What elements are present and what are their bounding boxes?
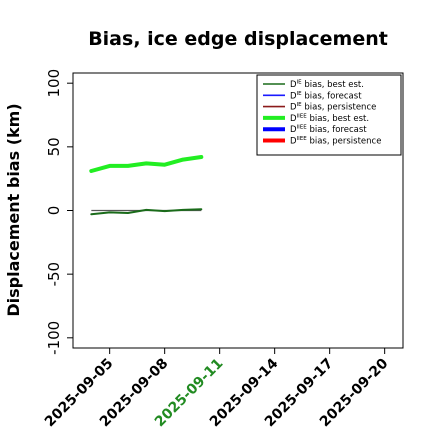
- legend: DIE bias, best est.DIE bias, forecastDIE…: [256, 74, 402, 156]
- y-tick-label: -50: [45, 262, 63, 287]
- series-line-0: [90, 208, 203, 216]
- y-tick-label: 50: [45, 137, 63, 156]
- legend-label-5: DIIEE bias, persistence: [290, 136, 381, 147]
- y-tick-label: 100: [45, 69, 63, 98]
- series-line-3: [89, 155, 204, 173]
- legend-label-3: DIIEE bias, best est.: [290, 113, 369, 124]
- legend-label-0: DIE bias, best est.: [290, 80, 364, 91]
- legend-label-4: DIIEE bias, forecast: [290, 125, 367, 136]
- y-tick-label: -100: [45, 321, 63, 355]
- legend-label-2: DIE bias, persistence: [290, 102, 376, 113]
- y-axis-label: Displacement bias (km): [4, 103, 23, 316]
- chart-title: Bias, ice edge displacement: [88, 28, 388, 50]
- legend-label-1: DIE bias, forecast: [290, 91, 362, 102]
- y-tick-label: 0: [45, 206, 63, 216]
